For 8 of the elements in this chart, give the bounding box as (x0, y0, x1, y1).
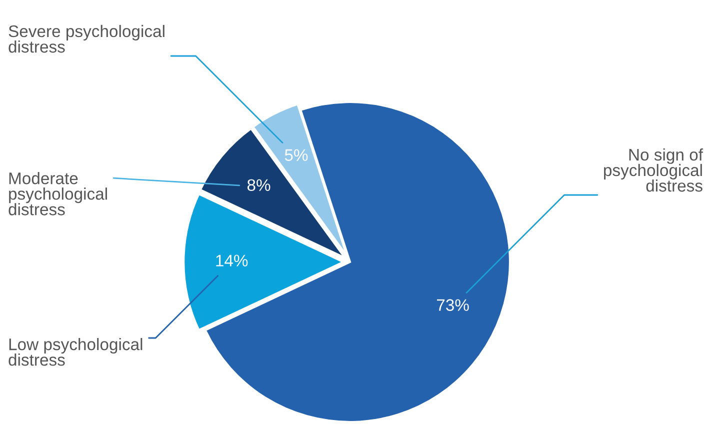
slice-label: Low psychological distress (8, 338, 142, 366)
data-label: 73% (436, 299, 469, 311)
slice-label: Moderate psychological distress (8, 172, 107, 216)
slice-label: No sign of psychological distress (604, 148, 704, 192)
data-label: 5% (284, 149, 308, 161)
data-label: 14% (216, 254, 248, 266)
slice-label: Severe psychological distress (8, 24, 164, 53)
data-label: 8% (247, 179, 270, 192)
